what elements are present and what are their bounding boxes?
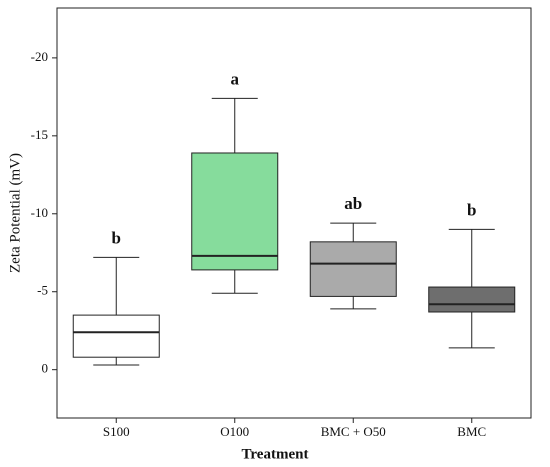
x-axis-label: Treatment [242, 446, 309, 462]
annotation: b [467, 200, 476, 219]
y-axis-label: Zeta Potential (mV) [7, 153, 23, 273]
y-tick-label: -5 [37, 283, 48, 298]
x-tick-label: S100 [103, 424, 130, 439]
annotation: a [231, 69, 240, 88]
x-tick-label: O100 [220, 424, 249, 439]
annotation: ab [344, 194, 362, 213]
plot-frame [56, 7, 532, 419]
y-tick-label: -10 [31, 205, 48, 220]
box [191, 152, 279, 271]
x-tick-label: BMC + O50 [321, 424, 386, 439]
y-tick-label: -15 [31, 127, 48, 142]
box [428, 286, 516, 313]
y-tick-label: 0 [42, 361, 49, 376]
x-tick-label: BMC [457, 424, 486, 439]
annotation: b [112, 228, 121, 247]
box [72, 314, 160, 358]
box [309, 241, 397, 297]
y-tick-label: -20 [31, 49, 48, 64]
